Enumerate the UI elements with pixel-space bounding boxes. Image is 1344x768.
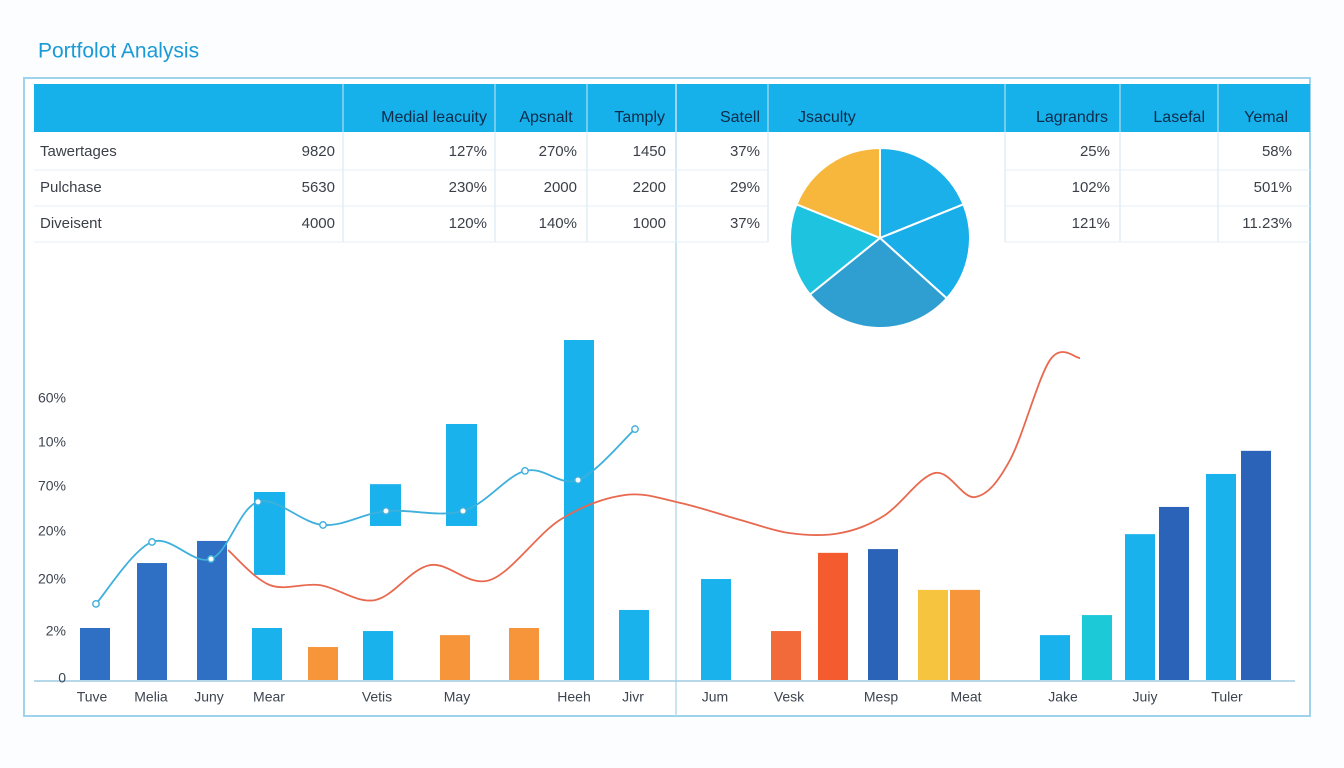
- table-cell: 25%: [1080, 143, 1110, 160]
- table-cell: 4000: [302, 215, 335, 232]
- pie-slice: [789, 203, 882, 296]
- table-cell: 37%: [730, 143, 760, 160]
- bar: [950, 589, 980, 680]
- table-cell: 2200: [633, 179, 666, 196]
- table-header-band: [34, 84, 1310, 132]
- row-label: Pulchase: [40, 179, 102, 196]
- line-marker: [574, 476, 582, 484]
- table-cell: 127%: [449, 143, 487, 160]
- x-axis-label: Jum: [702, 689, 728, 705]
- column-header: Jsaculty: [798, 109, 856, 126]
- y-axis-label: 20%: [38, 571, 66, 587]
- row-label: Tawertages: [40, 143, 117, 160]
- y-axis-label: 0: [58, 670, 66, 686]
- line-marker: [319, 521, 327, 529]
- bar: [197, 540, 227, 680]
- table-cell: 270%: [539, 143, 577, 160]
- x-axis-label: Heeh: [557, 689, 590, 705]
- bar: [771, 631, 801, 680]
- bar: [868, 549, 898, 680]
- line-marker: [631, 425, 639, 433]
- pie-slice: [795, 146, 881, 240]
- y-axis-label: 2%: [46, 623, 66, 639]
- bar: [1040, 635, 1070, 680]
- line-marker: [382, 507, 390, 515]
- table-cell: 9820: [302, 143, 335, 160]
- x-axis-label: May: [444, 689, 470, 705]
- bar: [440, 635, 470, 680]
- column-header: Medial leacuity: [381, 109, 487, 126]
- bar: [701, 579, 731, 680]
- table-cell: 29%: [730, 179, 760, 196]
- x-axis-label: Vesk: [774, 689, 805, 705]
- line-marker: [148, 538, 156, 546]
- table-cell: 501%: [1254, 179, 1292, 196]
- bar: [1159, 506, 1189, 680]
- y-axis-label: 20%: [38, 523, 66, 539]
- table-cell: 120%: [449, 215, 487, 232]
- line: [227, 351, 1081, 602]
- x-axis-label: Jake: [1048, 689, 1078, 705]
- x-axis-label: Juny: [194, 689, 224, 705]
- bar: [137, 563, 167, 680]
- table-cell: 37%: [730, 215, 760, 232]
- page-title: Portfolot Analysis: [38, 40, 199, 63]
- table-cell: 5630: [302, 179, 335, 196]
- bar: [1241, 450, 1271, 680]
- bar: [1206, 473, 1236, 680]
- x-axis-label: Vetis: [362, 689, 392, 705]
- table-cell: 1000: [633, 215, 666, 232]
- x-axis-label: Juiy: [1133, 689, 1158, 705]
- bar: [918, 589, 948, 680]
- column-header: Apsnalt: [519, 109, 573, 126]
- x-axis-label: Mear: [253, 689, 285, 705]
- panel: [23, 77, 1311, 717]
- table-cell: 11.23%: [1242, 215, 1292, 232]
- bar: [363, 631, 393, 680]
- bar: [252, 627, 282, 680]
- pie-slice: [808, 236, 949, 329]
- bar: [1082, 615, 1112, 680]
- table-cell: 140%: [539, 215, 577, 232]
- bar: [1125, 534, 1155, 680]
- table-cell: 230%: [449, 179, 487, 196]
- column-header: Yemal: [1244, 109, 1288, 126]
- table-cell: 1450: [633, 143, 666, 160]
- column-header: Lagrandrs: [1036, 109, 1108, 126]
- row-label: Diveisent: [40, 215, 103, 232]
- bar: [509, 627, 539, 680]
- line-marker: [521, 466, 529, 475]
- line-marker: [92, 599, 100, 608]
- bar: [308, 647, 338, 680]
- x-axis-label: Tuler: [1211, 689, 1243, 705]
- column-header: Satell: [720, 109, 760, 126]
- floating-bar: [370, 484, 401, 526]
- line-marker: [207, 555, 215, 563]
- y-axis-label: 70%: [38, 478, 66, 494]
- line-marker: [459, 507, 467, 515]
- column-header: Lasefal: [1153, 109, 1205, 126]
- table-cell: 121%: [1072, 215, 1110, 232]
- column-header: Tamply: [614, 109, 665, 126]
- table-cell: 58%: [1262, 143, 1292, 160]
- x-axis-label: Jivr: [622, 689, 644, 705]
- line: [95, 428, 636, 605]
- line-marker: [254, 497, 262, 506]
- table-cell: 2000: [544, 179, 577, 196]
- bar: [619, 609, 649, 680]
- pie-slice: [878, 203, 971, 300]
- x-axis-label: Mesp: [864, 689, 898, 705]
- x-axis-label: Melia: [134, 689, 168, 705]
- y-axis-label: 10%: [38, 434, 66, 450]
- y-axis-label: 60%: [38, 390, 66, 406]
- bar: [818, 552, 848, 680]
- x-axis-label: Tuve: [77, 689, 108, 705]
- table-cell: 102%: [1072, 179, 1110, 196]
- pie-slice: [879, 146, 965, 240]
- bar: [80, 627, 110, 680]
- x-axis-label: Meat: [950, 689, 981, 705]
